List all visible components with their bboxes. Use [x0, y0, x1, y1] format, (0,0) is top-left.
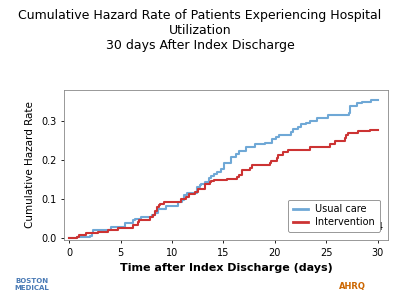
Text: p = 0.004: p = 0.004	[335, 222, 383, 232]
X-axis label: Time after Index Discharge (days): Time after Index Discharge (days)	[120, 263, 332, 273]
Text: BOSTON
MEDICAL: BOSTON MEDICAL	[15, 278, 49, 291]
Y-axis label: Cumulative Hazard Rate: Cumulative Hazard Rate	[26, 102, 36, 228]
Text: AHRQ: AHRQ	[338, 282, 366, 291]
Text: Cumulative Hazard Rate of Patients Experiencing Hospital
Utilization
30 days Aft: Cumulative Hazard Rate of Patients Exper…	[18, 9, 382, 52]
Legend: Usual care, Intervention: Usual care, Intervention	[288, 200, 380, 232]
